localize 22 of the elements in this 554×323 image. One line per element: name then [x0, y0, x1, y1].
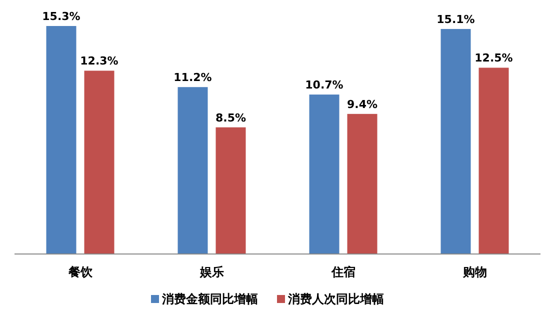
data-label: 15.3% — [42, 10, 80, 23]
bar — [478, 68, 509, 254]
bar — [440, 28, 471, 254]
data-label: 12.3% — [80, 54, 118, 68]
x-tick-label: 餐饮 — [67, 265, 94, 279]
bar — [309, 94, 340, 254]
legend-label: 消费金额同比增幅 — [161, 292, 258, 306]
bar — [216, 127, 246, 254]
x-tick-label: 娱乐 — [198, 265, 224, 279]
x-tick-label: 购物 — [462, 265, 487, 279]
data-label: 10.7% — [305, 78, 344, 92]
bar — [347, 114, 378, 254]
bar — [46, 26, 76, 254]
data-label: 11.2% — [174, 71, 212, 84]
legend-label: 消费人次同比增幅 — [287, 292, 384, 306]
data-label: 15.1% — [436, 12, 475, 26]
data-label: 12.5% — [474, 52, 513, 65]
x-tick-label: 住宿 — [330, 265, 356, 279]
bar — [84, 70, 114, 254]
bar — [178, 87, 208, 254]
data-label: 8.5% — [215, 111, 246, 124]
data-label: 9.4% — [346, 98, 378, 111]
